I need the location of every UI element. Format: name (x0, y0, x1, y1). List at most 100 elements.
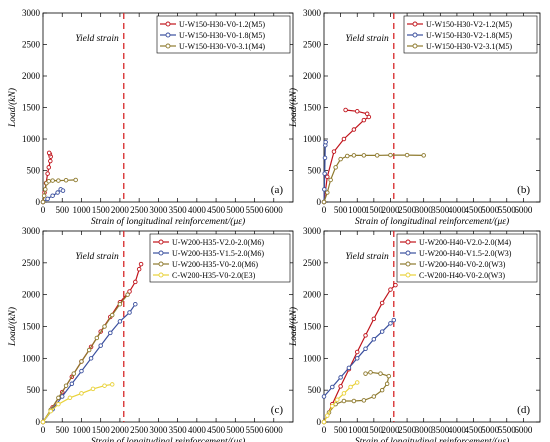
y-tick-label: 3000 (303, 226, 322, 236)
series-point-1 (45, 196, 50, 202)
series-point-2 (384, 381, 390, 387)
series-point-1 (321, 394, 327, 399)
legend-swatch-marker (405, 261, 411, 267)
legend-entry: U-W200-H40-V2.0-2.0(M4) (419, 238, 511, 247)
x-tick-label: 4000 (448, 205, 467, 215)
legend-entry: U-W200-H35-V0-2.0(M6) (172, 260, 258, 269)
x-tick-label: 5000 (481, 425, 500, 435)
series-point-0 (48, 158, 53, 164)
series-point-0 (338, 384, 343, 389)
y-tick-label: 0 (317, 417, 322, 427)
series-point-1 (322, 187, 327, 192)
y-axis-title: Load/(kN) (288, 307, 299, 347)
x-tick-label: 1000 (348, 205, 367, 215)
y-tick-label: 1000 (22, 134, 41, 144)
series-point-2 (86, 347, 92, 353)
x-tick-label: 500 (334, 425, 348, 435)
x-tick-label: 5000 (226, 205, 245, 215)
series-point-1 (79, 368, 84, 374)
series-point-2 (386, 373, 392, 379)
series-point-2 (71, 371, 77, 376)
y-tick-label: 1500 (22, 322, 41, 332)
panel-label: (a) (271, 184, 284, 196)
series-point-3 (48, 408, 53, 414)
legend-swatch-marker (158, 272, 164, 278)
series-point-0 (379, 300, 385, 306)
x-axis-title: Strain of longitudinal reinforcement/(με… (355, 216, 509, 227)
panel-label: (d) (517, 404, 530, 416)
y-tick-label: 0 (36, 417, 41, 427)
series-point-0 (331, 149, 337, 154)
x-tick-label: 4500 (465, 205, 484, 215)
legend-swatch-marker (405, 250, 411, 256)
series-point-2 (379, 387, 385, 393)
panel-label: (b) (517, 184, 530, 196)
y-tick-label: 500 (27, 385, 41, 395)
legend-entry: U-W150-H30-V0-1.8(M5) (179, 31, 265, 40)
series-point-2 (321, 199, 327, 205)
legend-box (156, 15, 291, 54)
legend-entry: U-W150-H30-V0-1.2(M5) (179, 20, 265, 29)
legend-entry: U-W150-H30-V0-3.1(M4) (179, 42, 265, 51)
y-tick-label: 1500 (22, 103, 41, 113)
x-axis-title: Strain of longitudinal reinforcement/(με… (91, 436, 245, 442)
yield-strain-label: Yield strain (345, 34, 389, 44)
x-tick-label: 5500 (246, 425, 265, 435)
legend-swatch-marker (158, 250, 164, 256)
x-tick-label: 2500 (130, 425, 149, 435)
y-tick-label: 3000 (22, 226, 41, 236)
series-point-3 (90, 386, 96, 392)
y-tick-label: 2500 (303, 258, 322, 268)
series-point-1 (88, 356, 94, 361)
series-point-1 (55, 190, 60, 195)
series-point-3 (335, 397, 340, 402)
x-tick-label: 2000 (381, 205, 400, 215)
series-point-2 (63, 383, 69, 388)
legend-swatch-marker (412, 21, 418, 27)
y-axis-title: Load/(kN) (288, 88, 299, 128)
x-tick-label: 3500 (431, 425, 450, 435)
legend-entry: U-W150-H30-V2-1.8(M5) (426, 31, 512, 40)
x-tick-label: 5500 (246, 205, 265, 215)
x-tick-label: 1500 (365, 205, 384, 215)
series-point-1 (354, 356, 360, 361)
series-point-2 (388, 152, 393, 158)
x-tick-label: 3500 (431, 205, 450, 215)
series-point-2 (341, 398, 347, 404)
series-point-2 (94, 335, 100, 341)
x-tick-label: 500 (334, 205, 348, 215)
x-tick-label: 0 (322, 205, 327, 215)
x-tick-label: 4000 (188, 425, 207, 435)
series-point-0 (343, 107, 348, 113)
series-point-0 (351, 127, 357, 132)
y-tick-label: 1000 (22, 353, 41, 363)
x-tick-label: 1000 (72, 205, 91, 215)
series-point-0 (46, 150, 52, 156)
series-point-1 (391, 317, 397, 323)
series-point-2 (378, 371, 383, 376)
x-tick-label: 3000 (415, 205, 434, 215)
series-point-1 (323, 139, 328, 145)
y-tick-label: 1000 (303, 353, 322, 363)
series-point-0 (138, 261, 144, 267)
x-tick-label: 1500 (92, 425, 111, 435)
legend-entry: U-W200-H40-V1.5-2.0(W3) (419, 249, 512, 258)
series-point-2 (73, 177, 78, 183)
x-tick-label: 3000 (415, 425, 434, 435)
series-point-1 (330, 384, 335, 390)
legend-entry: U-W200-H35-V1.5-2.0(M6) (172, 249, 264, 258)
series-point-0 (354, 349, 360, 355)
x-tick-label: 3500 (169, 205, 188, 215)
x-tick-label: 4500 (465, 425, 484, 435)
x-tick-label: 4000 (188, 205, 207, 215)
legend-box (403, 15, 538, 54)
y-tick-label: 2000 (303, 71, 322, 81)
series-point-2 (345, 153, 350, 159)
series-point-3 (348, 384, 353, 390)
y-tick-label: 2500 (22, 258, 41, 268)
series-point-3 (321, 419, 327, 425)
series-point-2 (363, 371, 368, 376)
series-point-1 (127, 310, 132, 315)
series-point-2 (46, 178, 52, 184)
